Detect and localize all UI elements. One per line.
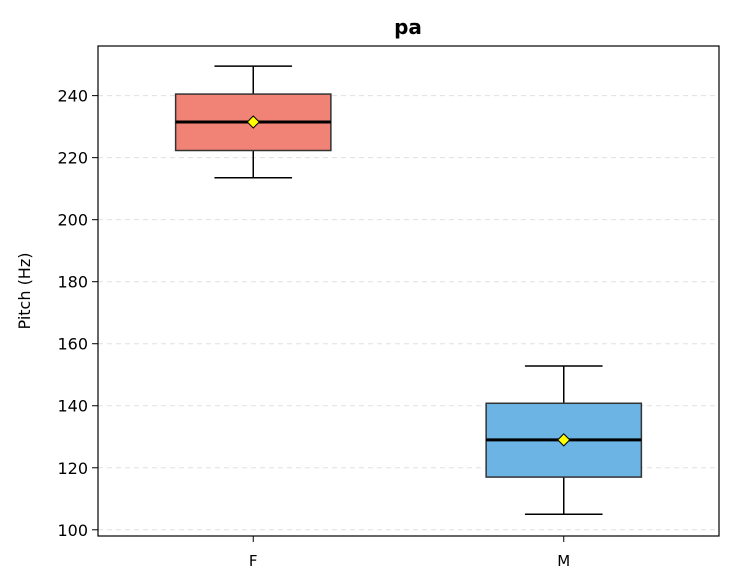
grid-lines bbox=[98, 95, 719, 531]
x-tick-label: F bbox=[249, 552, 258, 570]
y-axis-label: Pitch (Hz) bbox=[15, 253, 34, 330]
plot-frame bbox=[97, 45, 720, 537]
y-tick-label: 220 bbox=[57, 149, 88, 168]
mean-marker bbox=[557, 433, 571, 447]
y-tick-label: 200 bbox=[57, 211, 88, 230]
box-group-m bbox=[485, 365, 643, 516]
chart-title: pa bbox=[394, 15, 422, 39]
mean-marker bbox=[246, 115, 260, 129]
y-tick-label: 120 bbox=[57, 459, 88, 478]
box-group-f bbox=[174, 65, 332, 179]
y-tick-label: 140 bbox=[57, 397, 88, 416]
y-tick-label: 100 bbox=[57, 521, 88, 540]
y-tick-label: 240 bbox=[57, 87, 88, 106]
boxes bbox=[174, 65, 643, 516]
y-axis-ticks: 100 120 140 160 180 200 220 240 bbox=[57, 87, 98, 540]
y-tick-label: 180 bbox=[57, 273, 88, 292]
y-tick-label: 160 bbox=[57, 335, 88, 354]
x-tick-label: M bbox=[557, 552, 570, 570]
